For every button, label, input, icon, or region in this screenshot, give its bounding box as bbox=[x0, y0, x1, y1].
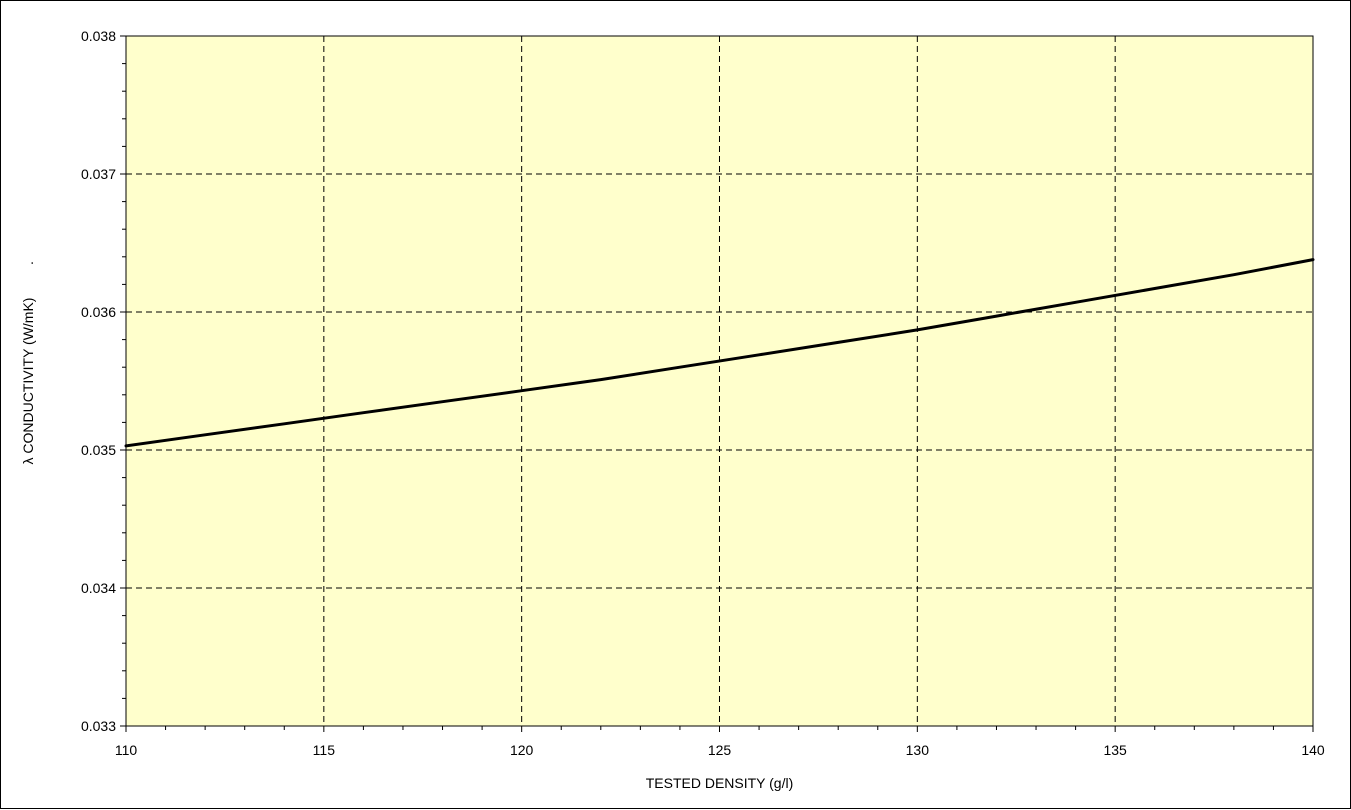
x-tick-label: 115 bbox=[313, 742, 336, 758]
x-tick-label: 110 bbox=[115, 742, 138, 758]
tick-labels: 110 115 120 125 130 135 140 0.033 0.034 0.035 0.03… bbox=[81, 28, 1325, 758]
series-line bbox=[124, 258, 1315, 448]
y-axis-label: λ CONDUCTIVITY (W/mK) bbox=[20, 298, 36, 465]
plot-border bbox=[125, 35, 1314, 727]
gridlines bbox=[126, 36, 1313, 726]
y-tick-label: 0.034 bbox=[81, 580, 116, 596]
y-tick-label: 0.035 bbox=[81, 442, 116, 458]
x-tick-label: 130 bbox=[906, 742, 930, 758]
series-layer bbox=[124, 258, 1315, 448]
x-tick-label: 135 bbox=[1103, 742, 1127, 758]
y-tick-label: 0.033 bbox=[81, 718, 116, 734]
x-tick-label: 120 bbox=[510, 742, 534, 758]
x-tick-label: 140 bbox=[1301, 742, 1325, 758]
stray-mark: . bbox=[20, 261, 36, 265]
x-axis-label: TESTED DENSITY (g/l) bbox=[646, 775, 794, 791]
x-tick-label: 125 bbox=[708, 742, 732, 758]
y-tick-label: 0.036 bbox=[81, 304, 116, 320]
y-tick-label: 0.037 bbox=[81, 166, 116, 182]
axis-ticks bbox=[120, 35, 1314, 732]
y-tick-label: 0.038 bbox=[81, 28, 116, 44]
